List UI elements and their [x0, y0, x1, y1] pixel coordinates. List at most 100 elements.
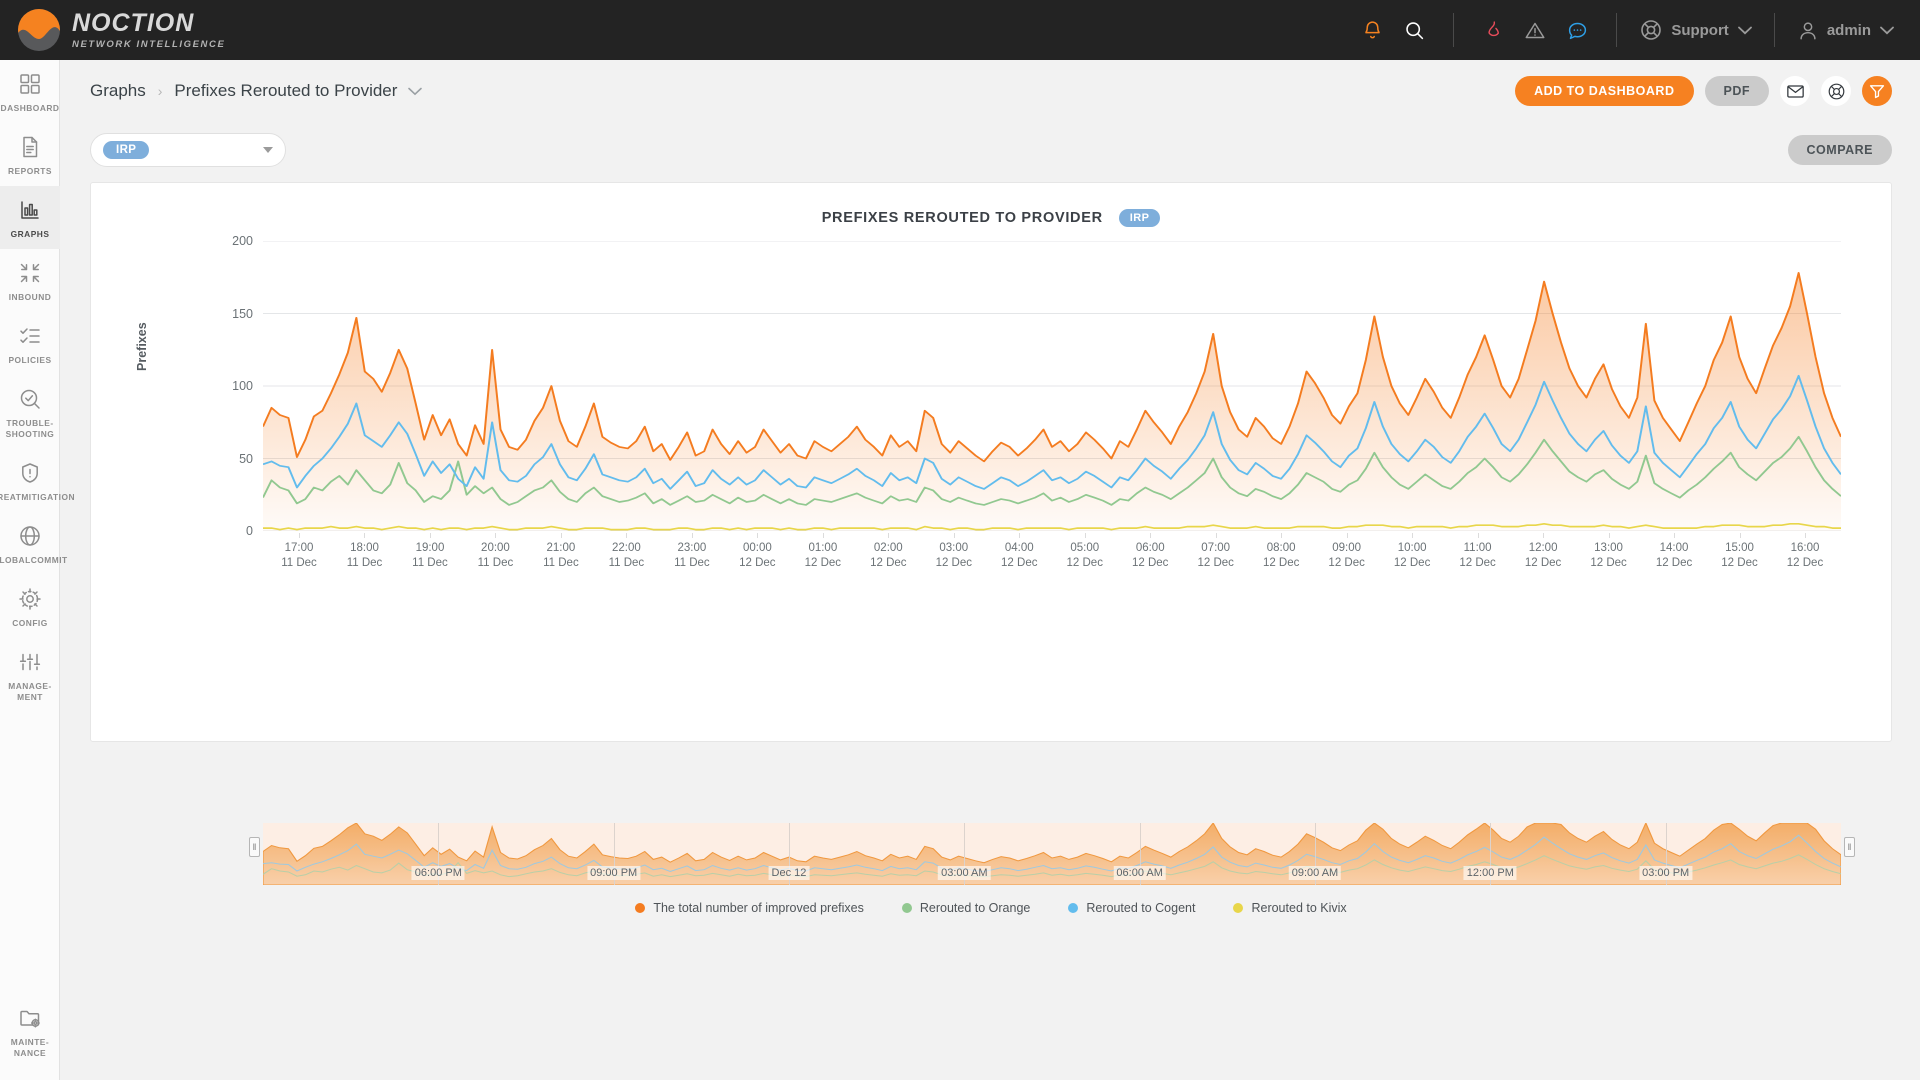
sidebar-item-label: TROUBLE-SHOOTING [5, 418, 55, 439]
navigator-tick-label: 03:00 AM [938, 866, 991, 880]
x-tick-label: 08:00 12 Dec [1262, 542, 1300, 569]
sliders-icon [19, 653, 41, 671]
envelope-icon[interactable] [1780, 76, 1810, 106]
legend-item[interactable]: Rerouted to Kivix [1233, 901, 1347, 915]
x-tick-label: 23:00 11 Dec [674, 542, 710, 569]
sidebar-item-mainte-nance[interactable]: MAINTE-NANCE [0, 994, 60, 1068]
magnifier-check-icon [20, 389, 40, 409]
x-tick-label: 20:00 11 Dec [477, 542, 514, 569]
user-menu[interactable]: admin [1793, 19, 1898, 42]
navigator-preview[interactable]: 06:00 PM 09:00 PM Dec 12 03:00 AM 06:00 AM 09… [263, 823, 1841, 885]
x-tick-label: 05:00 12 Dec [1066, 542, 1103, 569]
y-tick-label: 100 [232, 379, 253, 393]
navigator-handle-right[interactable]: ‖ [1844, 837, 1855, 857]
sidebar-item-graphs[interactable]: GRAPHS [0, 186, 60, 249]
sidebar-item-label: GRAPHS [10, 229, 50, 239]
graph-card: PREFIXES REROUTED TO PROVIDER IRP Prefix… [90, 182, 1892, 915]
legend-color-dot [1068, 903, 1079, 913]
navigator-tick-label: Dec 12 [768, 866, 810, 880]
lifebuoy-icon[interactable] [1821, 76, 1851, 106]
sidebar-item-reports[interactable]: REPORTS [0, 123, 60, 186]
breadcrumb-bar: Graphs › Prefixes Rerouted to Provider A… [60, 60, 1920, 122]
user-icon [1800, 21, 1816, 39]
support-menu[interactable]: Support [1635, 18, 1756, 42]
x-tick-label: 07:00 12 Dec [1197, 542, 1234, 569]
sidebar-item-manage-ment[interactable]: MANAGE-MENT [0, 638, 60, 712]
selected-tag: IRP [103, 141, 150, 159]
sidebar-item-dashboard[interactable]: DASHBOARD [0, 60, 60, 123]
legend-item[interactable]: Rerouted to Orange [901, 901, 1030, 915]
sidebar-item-global-commit[interactable]: GLOBALCOMMIT [0, 512, 67, 575]
folder-gear-icon [20, 1010, 40, 1028]
noction-logo-icon [18, 9, 60, 51]
x-tick-label: 12:00 12 Dec [1524, 542, 1562, 569]
brand-logo[interactable]: NOCTION NETWORK INTELLIGENCE [0, 9, 225, 51]
pdf-button[interactable]: PDF [1704, 76, 1769, 106]
x-tick-label: 22:00 11 Dec [608, 542, 645, 569]
flame-icon[interactable] [1472, 0, 1514, 60]
x-tick-label: 02:00 12 Dec [870, 542, 907, 569]
sidebar-item-label: POLICIES [8, 355, 52, 365]
x-axis-ticks: 17:00 11 Dec 18:00 11 Dec 19:00 11 Dec 20:00 11… [263, 533, 1841, 581]
bell-icon[interactable] [1351, 0, 1393, 60]
filter-bar: IRP COMPARE [60, 122, 1920, 178]
brand-name: NOCTION [72, 8, 195, 37]
add-to-dashboard-button[interactable]: ADD TO DASHBOARD [1515, 76, 1694, 106]
irp-tag-select[interactable]: IRP [90, 133, 286, 167]
y-tick-label: 0 [246, 524, 253, 538]
legend-label: Rerouted to Kivix [1251, 901, 1347, 915]
grid-icon [18, 71, 42, 97]
x-tick-label: 03:00 12 Dec [935, 542, 972, 569]
sidebar-item-label: CONFIG [12, 618, 48, 628]
breadcrumb-root[interactable]: Graphs [90, 81, 146, 100]
series-line [263, 374, 1841, 490]
y-tick-label: 150 [232, 306, 253, 321]
breadcrumb-current[interactable]: Prefixes Rerouted to Provider [174, 81, 398, 100]
sidebar-item-label: REPORTS [8, 166, 52, 176]
sidebar-item-inbound[interactable]: INBOUND [0, 249, 60, 312]
legend-item[interactable]: The total number of improved prefixes [635, 901, 864, 915]
sidebar-item-label: GLOBALCOMMIT [0, 555, 68, 565]
chevron-down-icon[interactable] [408, 87, 423, 96]
x-tick-label: 18:00 11 Dec [346, 542, 383, 569]
warning-icon[interactable] [1514, 0, 1556, 60]
top-navigation-bar: NOCTION NETWORK INTELLIGENCE [0, 0, 1920, 60]
series-line [263, 435, 1841, 506]
globe-icon [20, 526, 40, 546]
globe-icon [18, 523, 42, 549]
checklist-icon [18, 323, 42, 349]
sidebar-item-label: MANAGE-MENT [8, 681, 52, 702]
sidebar-item-label: DASHBOARD [0, 103, 60, 113]
bar-chart-icon [21, 201, 39, 219]
sidebar-item-threat-mitigation[interactable]: THREATMITIGATION [0, 449, 75, 512]
arrows-in-icon [20, 263, 40, 283]
gear-icon [18, 586, 42, 612]
checklist-icon [20, 328, 40, 343]
chevron-down-icon [1737, 26, 1752, 35]
navigator-tick-label: 06:00 PM [411, 866, 465, 880]
series-line [263, 522, 1841, 531]
x-tick-label: 21:00 11 Dec [543, 542, 579, 569]
chart-badge: IRP [1118, 209, 1161, 227]
navigator-handle-left[interactable]: ‖ [249, 837, 260, 857]
y-tick-label: 50 [239, 451, 253, 466]
shield-alert-icon [22, 463, 38, 483]
funnel-icon[interactable] [1862, 76, 1892, 106]
dropdown-arrow-icon [263, 147, 273, 153]
legend-label: The total number of improved prefixes [653, 901, 864, 915]
search-icon[interactable] [1393, 0, 1435, 60]
chat-icon[interactable] [1556, 0, 1598, 60]
range-navigator[interactable]: 06:00 PM 09:00 PM Dec 12 03:00 AM 06:00 AM 09… [249, 823, 1855, 885]
sidebar-item-label: INBOUND [8, 292, 52, 302]
document-icon [23, 136, 38, 158]
compare-button[interactable]: COMPARE [1787, 135, 1892, 165]
legend-item[interactable]: Rerouted to Cogent [1068, 901, 1195, 915]
chart-canvas[interactable] [263, 241, 1841, 531]
sidebar-item-trouble-shooting[interactable]: TROUBLE-SHOOTING [0, 375, 60, 449]
navigator-tick-label: 09:00 PM [587, 866, 641, 880]
chart-legend: The total number of improved prefixes Rer… [91, 901, 1891, 915]
sidebar-item-config[interactable]: CONFIG [0, 575, 60, 638]
sidebar-item-policies[interactable]: POLICIES [0, 312, 60, 375]
navigator-tick-label: 03:00 PM [1639, 866, 1693, 880]
chart-plot-area: Prefixes 0 50 100 150 200 17:00 11 Dec 18:00 11… [91, 234, 1891, 571]
